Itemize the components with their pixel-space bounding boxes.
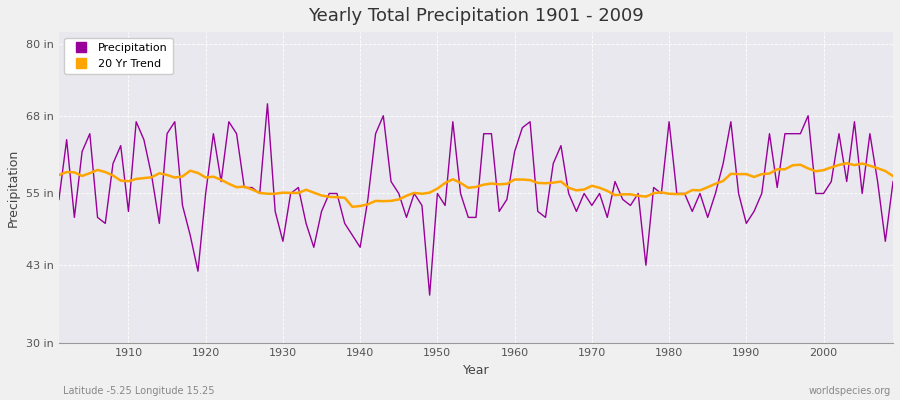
20 Yr Trend xyxy=(842,161,852,166)
Precipitation xyxy=(525,119,535,124)
Precipitation xyxy=(293,185,304,190)
Precipitation xyxy=(339,221,350,226)
20 Yr Trend xyxy=(53,172,64,177)
20 Yr Trend xyxy=(285,190,296,195)
Line: 20 Yr Trend: 20 Yr Trend xyxy=(58,163,893,207)
Precipitation xyxy=(424,293,435,298)
20 Yr Trend xyxy=(115,178,126,183)
Line: Precipitation: Precipitation xyxy=(58,104,893,295)
20 Yr Trend xyxy=(517,177,527,182)
20 Yr Trend xyxy=(887,174,898,178)
20 Yr Trend xyxy=(347,204,358,209)
Precipitation xyxy=(53,197,64,202)
Precipitation xyxy=(262,101,273,106)
X-axis label: Year: Year xyxy=(463,364,490,377)
20 Yr Trend xyxy=(331,195,342,200)
20 Yr Trend xyxy=(609,193,620,198)
Y-axis label: Precipitation: Precipitation xyxy=(7,148,20,227)
20 Yr Trend xyxy=(509,177,520,182)
Precipitation xyxy=(617,197,628,202)
Precipitation xyxy=(115,143,126,148)
Precipitation xyxy=(517,125,527,130)
Title: Yearly Total Precipitation 1901 - 2009: Yearly Total Precipitation 1901 - 2009 xyxy=(308,7,644,25)
Legend: Precipitation, 20 Yr Trend: Precipitation, 20 Yr Trend xyxy=(65,38,173,74)
Text: worldspecies.org: worldspecies.org xyxy=(809,386,891,396)
Precipitation xyxy=(887,179,898,184)
Text: Latitude -5.25 Longitude 15.25: Latitude -5.25 Longitude 15.25 xyxy=(63,386,214,396)
